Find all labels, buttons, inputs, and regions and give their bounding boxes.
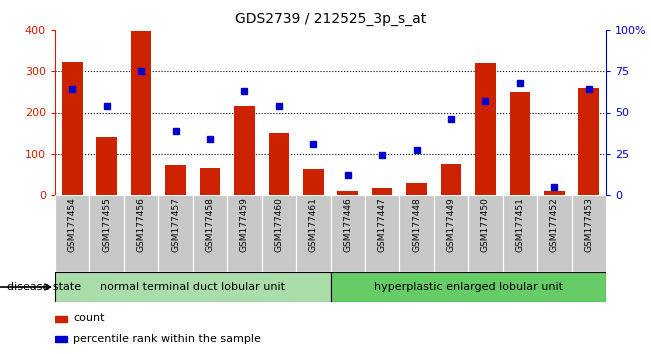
Bar — [537, 195, 572, 272]
Bar — [579, 88, 599, 195]
Bar — [227, 195, 262, 272]
Text: GSM177448: GSM177448 — [412, 197, 421, 252]
Text: GSM177454: GSM177454 — [68, 197, 77, 252]
Bar — [200, 168, 220, 195]
Bar — [55, 272, 331, 302]
Text: GSM177455: GSM177455 — [102, 197, 111, 252]
Bar — [303, 170, 324, 195]
Text: disease state: disease state — [7, 282, 81, 292]
Bar — [434, 195, 468, 272]
Text: GSM177460: GSM177460 — [274, 197, 283, 252]
Bar — [96, 137, 117, 195]
Text: GSM177456: GSM177456 — [137, 197, 146, 252]
Text: normal terminal duct lobular unit: normal terminal duct lobular unit — [100, 282, 285, 292]
Bar — [55, 195, 89, 272]
Text: hyperplastic enlarged lobular unit: hyperplastic enlarged lobular unit — [374, 282, 562, 292]
Text: count: count — [73, 313, 104, 323]
Bar — [89, 195, 124, 272]
Title: GDS2739 / 212525_3p_s_at: GDS2739 / 212525_3p_s_at — [235, 12, 426, 26]
Bar — [193, 195, 227, 272]
Text: percentile rank within the sample: percentile rank within the sample — [73, 333, 261, 343]
Bar — [331, 272, 606, 302]
Bar — [441, 164, 462, 195]
Bar — [124, 195, 158, 272]
Bar — [331, 195, 365, 272]
Bar — [62, 62, 83, 195]
Bar — [262, 195, 296, 272]
Text: GSM177447: GSM177447 — [378, 197, 387, 252]
Bar — [296, 195, 331, 272]
Bar — [131, 31, 152, 195]
Text: GSM177461: GSM177461 — [309, 197, 318, 252]
Bar — [55, 336, 68, 342]
Bar — [268, 133, 289, 195]
Bar — [158, 195, 193, 272]
Bar — [406, 183, 427, 195]
Bar — [165, 165, 186, 195]
Bar — [510, 92, 530, 195]
Text: GSM177451: GSM177451 — [516, 197, 525, 252]
Bar — [468, 195, 503, 272]
Text: GSM177453: GSM177453 — [585, 197, 593, 252]
Bar — [503, 195, 537, 272]
Bar — [234, 106, 255, 195]
Text: GSM177450: GSM177450 — [481, 197, 490, 252]
Text: GSM177457: GSM177457 — [171, 197, 180, 252]
Bar — [372, 188, 393, 195]
Text: GSM177446: GSM177446 — [343, 197, 352, 252]
Bar — [55, 316, 68, 322]
Bar — [475, 63, 496, 195]
Bar — [399, 195, 434, 272]
Bar — [337, 191, 358, 195]
Text: GSM177458: GSM177458 — [206, 197, 214, 252]
Bar — [544, 191, 564, 195]
Bar — [572, 195, 606, 272]
Bar — [365, 195, 399, 272]
Text: GSM177449: GSM177449 — [447, 197, 456, 252]
Text: GSM177452: GSM177452 — [550, 197, 559, 252]
Text: GSM177459: GSM177459 — [240, 197, 249, 252]
